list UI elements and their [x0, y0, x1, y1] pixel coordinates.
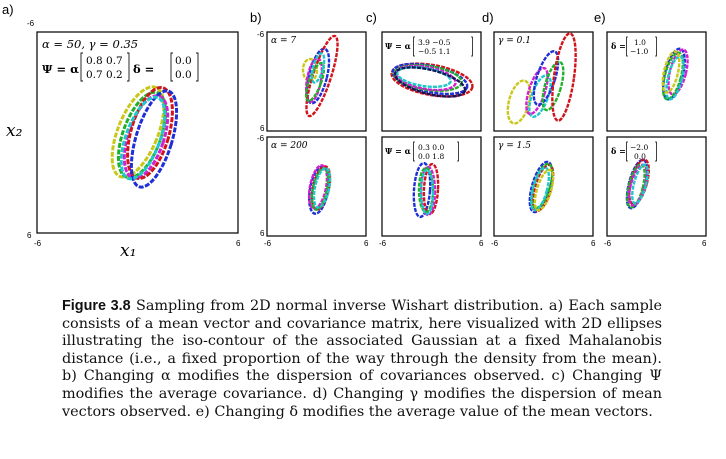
- panel-b-letter: b): [250, 10, 262, 25]
- ellipse-red: [390, 62, 474, 98]
- panel-d-tick-right: 6: [591, 239, 596, 248]
- ellipse-yellow: [533, 168, 555, 212]
- panel-c-tick-left: -6: [379, 239, 387, 248]
- panel-c-bottom-annotation: Ψ = α: [385, 146, 411, 156]
- panel-a-annotation-delta: δ =: [133, 62, 154, 76]
- ellipse-green: [661, 51, 685, 101]
- panel-d-tick-left: -6: [491, 239, 499, 248]
- panel-a-delta-row1: 0.0: [175, 55, 192, 67]
- panel-e-top-vec-row1: 1.0: [634, 38, 646, 47]
- ellipse-magenta: [667, 48, 689, 96]
- panel-b-tick-left: -6: [264, 239, 272, 248]
- panel-b-bottom-frame: [266, 136, 367, 237]
- panel-c-bottom-ellipses: [412, 161, 440, 219]
- panel-a-delta-bracket: [170, 52, 199, 82]
- panel-b-bottom-annotation: α = 200: [271, 141, 308, 151]
- panel-a: a) -6 6 -6 6 x₁ x₂ α = 50, γ = 0.35 Ψ = …: [2, 2, 241, 261]
- panel-d-bottom-ellipses: [528, 160, 555, 214]
- panel-e-bottom-ellipses: [625, 158, 650, 210]
- ellipse-cyan: [312, 167, 332, 209]
- panel-a-ellipses: [110, 85, 179, 189]
- ellipse-cyan: [419, 168, 435, 216]
- figure-caption-text: Sampling from 2D normal inverse Wishart …: [62, 298, 662, 420]
- panel-c-bottom-matrix-row2: 0.0 1.8: [418, 152, 444, 161]
- panel-a-letter: a): [2, 2, 14, 17]
- ellipse-green: [417, 166, 435, 214]
- panel-e-top-bracket: [626, 36, 657, 57]
- panel-a-xlabel: x₁: [120, 241, 136, 261]
- panel-e-bottom-vec-row2: 0.0: [634, 152, 646, 161]
- figure-caption: Figure 3.8 Sampling from 2D normal inver…: [62, 298, 662, 421]
- ellipse-cyan: [529, 166, 551, 212]
- panel-c-tick-right: 6: [479, 239, 484, 248]
- panel-c-top-matrix-row1: 3.9 −0.5: [418, 38, 451, 47]
- panel-b-tick-bottom: 6: [260, 229, 265, 238]
- panel-d-letter: d): [482, 10, 494, 25]
- panel-a-tick-top: -6: [27, 19, 35, 28]
- ellipse-green: [530, 162, 554, 210]
- panel-b: b) -6 6 -6 6 -6 6 α = 7 α = 200: [250, 10, 369, 248]
- panel-c-bottom-bracket: [413, 141, 459, 162]
- panel-b-tick-right: 6: [364, 239, 369, 248]
- panel-a-annotation-alpha-gamma: α = 50, γ = 0.35: [42, 37, 138, 51]
- panel-d-top-annotation: γ = 0.1: [498, 36, 531, 46]
- panel-a-tick-left: -6: [34, 239, 42, 248]
- ellipse-blue: [532, 50, 560, 106]
- panel-a-psi-row2: 0.7 0.2: [86, 69, 123, 81]
- panel-d: d) -6 6 γ = 0.1 γ = 1.5: [482, 10, 596, 248]
- panel-b-tick-mid-b: -6: [257, 134, 265, 143]
- panel-e-top-ellipses: [661, 47, 689, 101]
- ellipse-cyan: [310, 52, 326, 84]
- panel-e-tick-left: -6: [604, 239, 612, 248]
- ellipse-cyan: [631, 163, 649, 205]
- ellipse-red: [305, 34, 339, 118]
- ellipse-navy: [393, 66, 467, 98]
- figure-caption-label: Figure 3.8: [62, 298, 131, 314]
- panel-e-tick-right: 6: [702, 239, 707, 248]
- panel-e-bottom-bracket: [626, 141, 657, 162]
- panel-e-bottom-annotation: δ =: [611, 146, 626, 156]
- panel-b-top-annotation: α = 7: [271, 36, 296, 46]
- panel-a-psi-row1: 0.8 0.7: [86, 55, 123, 67]
- ellipse-green: [304, 61, 326, 103]
- panel-b-top-ellipses: [301, 34, 339, 118]
- panel-e-top-vec-row2: −1.0: [630, 47, 648, 56]
- panel-c-bottom-matrix-row1: 0.3 0.0: [418, 143, 444, 152]
- ellipse-yellow: [110, 85, 166, 179]
- panel-e: e) -6 6 δ = 1.0 −1.0 δ = −2.0 0.0: [594, 10, 707, 248]
- panel-b-bottom-ellipses: [307, 164, 332, 215]
- panel-c-letter: c): [366, 10, 377, 25]
- ellipse-green: [116, 90, 168, 180]
- panel-c-bottom-frame: [381, 136, 482, 237]
- panel-a-tick-right: 6: [236, 239, 241, 248]
- panel-e-bottom-vec-row1: −2.0: [630, 143, 648, 152]
- panel-b-tick-top: -6: [257, 30, 265, 39]
- ellipse-cyan: [119, 95, 167, 181]
- panel-a-delta-row2: 0.0: [175, 69, 192, 81]
- panel-c-top-ellipses: [390, 62, 474, 98]
- ellipse-blue: [412, 161, 432, 219]
- panel-a-annotation-psi: Ψ = α: [42, 62, 79, 76]
- panel-d-bottom-annotation: γ = 1.5: [498, 141, 531, 151]
- ellipse-magenta: [307, 164, 329, 210]
- panel-e-letter: e): [594, 10, 606, 25]
- panel-e-top-annotation: δ =: [611, 41, 626, 51]
- ellipse-cyan: [665, 55, 685, 101]
- ellipse-magenta: [525, 66, 549, 116]
- panel-b-tick-mid-a: 6: [260, 124, 265, 133]
- figure-3-8: a) -6 6 -6 6 x₁ x₂ α = 50, γ = 0.35 Ψ = …: [2, 2, 707, 261]
- panel-a-tick-bottom: 6: [27, 231, 32, 240]
- panel-a-psi-bracket: [80, 52, 130, 82]
- panel-a-ylabel: x₂: [6, 121, 23, 141]
- ellipse-green: [541, 60, 565, 112]
- panel-c-top-matrix-row2: −0.5 1.1: [418, 47, 451, 56]
- ellipse-blue: [305, 47, 331, 105]
- panel-d-bottom-frame: [493, 136, 594, 237]
- ellipse-green: [626, 163, 646, 209]
- panel-c: c) -6 6 Ψ = α 3.9 −0.5 −0.5 1.1 Ψ = α 0.…: [366, 10, 484, 248]
- panel-c-top-bracket: [413, 36, 473, 57]
- ellipse-blue: [129, 89, 179, 189]
- panel-c-top-annotation: Ψ = α: [385, 41, 411, 51]
